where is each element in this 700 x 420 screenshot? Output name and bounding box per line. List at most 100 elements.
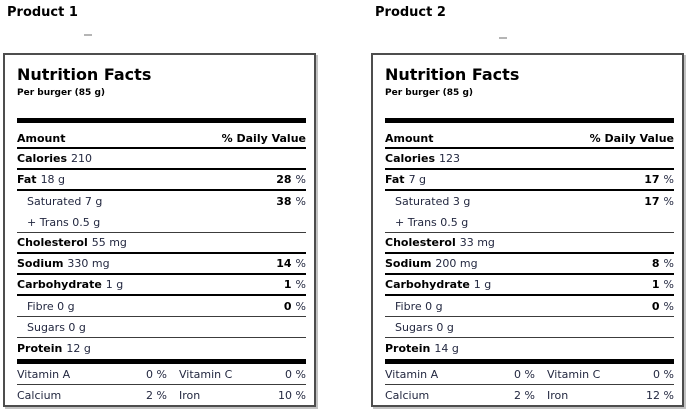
nutrient-amount: 14 g xyxy=(434,342,459,355)
row-cholesterol: Cholesterol 55 mg xyxy=(17,233,306,254)
dv-unit: % xyxy=(295,173,306,186)
micronutrient-row-vitamins: Vitamin A 0 % Vitamin C 0 % xyxy=(385,364,674,385)
row-label: Calories 210 xyxy=(17,152,92,165)
dv-unit: % xyxy=(295,299,306,313)
stray-mark xyxy=(84,34,92,36)
amount-column-header: Amount xyxy=(17,132,66,145)
micro-value: 12 % xyxy=(646,389,674,402)
row-calories: Calories 123 xyxy=(385,149,674,170)
micro-name: Vitamin A xyxy=(385,367,439,381)
row-daily-value: 1% xyxy=(652,278,674,291)
row-label: Carbohydrate 1 g xyxy=(17,278,123,291)
micro-name: Iron xyxy=(547,389,569,402)
micro-name: Vitamin C xyxy=(179,367,233,381)
row-daily-value: 8% xyxy=(652,257,674,270)
row-label: Sodium 200 mg xyxy=(385,257,478,270)
row-label: Fat 18 g xyxy=(17,173,65,186)
nutrient-name: Calories xyxy=(17,152,68,165)
row-calories: Calories 210 xyxy=(17,149,306,170)
row-label: Sugars 0 g xyxy=(27,321,86,334)
nutrient-name: Sodium xyxy=(385,257,432,270)
row-fat: Fat 7 g 17% xyxy=(385,170,674,191)
row-label: Cholesterol 33 mg xyxy=(385,236,495,249)
micro-pair: Calcium 2 % xyxy=(17,389,167,402)
row-label: Saturated 7 g xyxy=(27,195,102,208)
row-label: Fibre 0 g xyxy=(395,300,443,313)
row-label: Fibre 0 g xyxy=(27,300,75,313)
row-fibre: Fibre 0 g 0% xyxy=(385,296,674,317)
nutrient-name: Sodium xyxy=(17,257,64,270)
nutrient-name: Fat xyxy=(385,173,405,186)
nutrition-facts-title: Nutrition Facts xyxy=(385,65,520,84)
micronutrient-row-minerals: Calcium 2 % Iron 10 % xyxy=(17,385,306,406)
daily-value-column-header: % Daily Value xyxy=(221,132,306,145)
dv-number: 17 xyxy=(644,173,660,186)
row-trans-fat: + Trans 0.5 g xyxy=(385,212,674,233)
row-label: Sodium 330 mg xyxy=(17,257,110,270)
micronutrient-row-minerals: Calcium 2 % Iron 12 % xyxy=(385,385,674,406)
row-protein: Protein 14 g xyxy=(385,338,674,359)
row-label: Saturated 3 g xyxy=(395,195,470,208)
micro-value: 0 % xyxy=(146,367,167,381)
nutrition-facts-title: Nutrition Facts xyxy=(17,65,152,84)
column-header-row: Amount % Daily Value xyxy=(17,123,306,149)
row-daily-value: 28% xyxy=(276,173,306,186)
nutrient-amount: Fibre 0 g xyxy=(27,299,75,313)
micro-name: Calcium xyxy=(17,389,62,402)
column-header-row: Amount % Daily Value xyxy=(385,123,674,149)
nutrient-name: Cholesterol xyxy=(385,236,456,249)
thick-separator-bar xyxy=(385,359,674,364)
row-protein: Protein 12 g xyxy=(17,338,306,359)
micro-name: Iron xyxy=(179,389,201,402)
dv-number: 1 xyxy=(651,278,660,291)
row-label: Protein 12 g xyxy=(17,342,91,355)
row-label: Protein 14 g xyxy=(385,342,459,355)
row-saturated-fat: Saturated 7 g 38% xyxy=(17,191,306,212)
micro-pair: Iron 12 % xyxy=(547,389,674,402)
row-carbohydrate: Carbohydrate 1 g 1% xyxy=(385,275,674,296)
nutrition-label-2: Nutrition Facts Per burger (85 g) Amount… xyxy=(371,53,684,407)
nutrient-amount: Saturated 7 g xyxy=(27,195,103,208)
serving-size: Per burger (85 g) xyxy=(385,88,474,98)
product-1-heading: Product 1 xyxy=(7,5,78,20)
row-daily-value: 17% xyxy=(644,195,674,208)
micro-value: 0 % xyxy=(653,367,674,381)
row-saturated-fat: Saturated 3 g 17% xyxy=(385,191,674,212)
nutrient-amount: 1 g xyxy=(105,278,124,291)
nutrient-amount: 12 g xyxy=(66,342,91,355)
row-sodium: Sodium 330 mg 14% xyxy=(17,254,306,275)
row-label: Calories 123 xyxy=(385,152,460,165)
nutrient-amount: + Trans 0.5 g xyxy=(27,215,101,229)
serving-size: Per burger (85 g) xyxy=(17,88,106,98)
nutrient-amount: 18 g xyxy=(40,173,66,186)
row-fat: Fat 18 g 28% xyxy=(17,170,306,191)
micro-pair: Iron 10 % xyxy=(179,389,306,402)
micro-pair: Calcium 2 % xyxy=(385,389,535,402)
row-sodium: Sodium 200 mg 8% xyxy=(385,254,674,275)
row-carbohydrate: Carbohydrate 1 g 1% xyxy=(17,275,306,296)
nutrient-amount: Fibre 0 g xyxy=(395,299,443,313)
row-daily-value: 38% xyxy=(276,195,306,208)
nutrient-amount: 210 xyxy=(71,152,93,165)
micronutrient-row-vitamins: Vitamin A 0 % Vitamin C 0 % xyxy=(17,364,306,385)
thick-separator-bar xyxy=(17,359,306,364)
dv-unit: % xyxy=(663,278,674,291)
dv-number: 17 xyxy=(644,195,660,208)
nutrient-amount: + Trans 0.5 g xyxy=(395,215,469,229)
nutrient-amount: 330 mg xyxy=(67,257,110,270)
micro-pair: Vitamin C 0 % xyxy=(547,368,674,381)
nutrient-name: Carbohydrate xyxy=(385,278,470,291)
nutrient-name: Cholesterol xyxy=(17,236,88,249)
nutrient-amount: 1 g xyxy=(473,278,492,291)
row-label: + Trans 0.5 g xyxy=(27,216,100,229)
dv-unit: % xyxy=(295,257,306,270)
micro-name: Vitamin A xyxy=(17,367,71,381)
micro-name: Calcium xyxy=(385,389,430,402)
dv-number: 0 xyxy=(651,299,660,313)
row-daily-value: 0% xyxy=(652,300,674,313)
nutrient-name: Protein xyxy=(385,342,431,355)
stray-mark xyxy=(499,37,507,39)
dv-unit: % xyxy=(663,195,674,208)
micro-pair: Vitamin A 0 % xyxy=(385,368,535,381)
dv-number: 8 xyxy=(651,257,660,270)
